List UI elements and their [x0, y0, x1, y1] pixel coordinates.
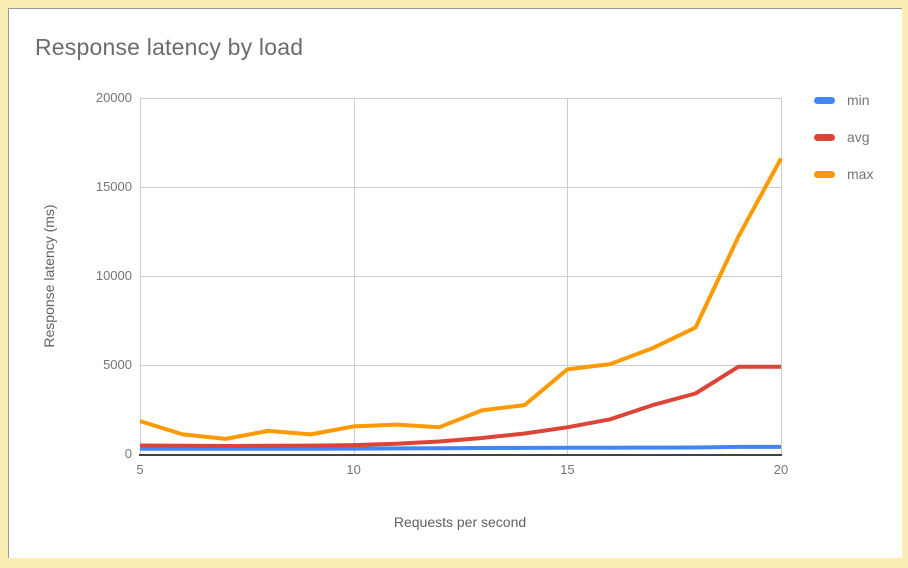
x-tick-label-10: 10 [346, 462, 361, 477]
legend-swatch-min [814, 96, 835, 104]
legend-swatch-avg [814, 133, 835, 141]
legend-item-avg: avg [814, 129, 873, 145]
y-tick-label-5000: 5000 [103, 357, 132, 372]
legend-label-avg: avg [847, 129, 870, 145]
y-tick-label-0: 0 [124, 446, 132, 461]
plot-left-border [140, 98, 141, 454]
legend-swatch-max [814, 170, 835, 178]
legend-item-max: max [814, 166, 873, 182]
x-axis-line [139, 454, 782, 456]
x-tick-label-5: 5 [136, 462, 144, 477]
gridline-v-20 [781, 98, 782, 454]
gridline-h-5000 [140, 365, 782, 366]
x-axis-title: Requests per second [393, 514, 527, 530]
gridline-h-15000 [140, 187, 782, 188]
legend-label-max: max [847, 166, 874, 182]
gridline-h-10000 [140, 276, 782, 277]
legend-item-min: min [814, 92, 873, 108]
legend: min avg max [814, 92, 873, 203]
x-tick-label-20: 20 [773, 462, 789, 477]
y-tick-label-20000: 20000 [95, 90, 132, 105]
gridline-v-15 [567, 98, 569, 454]
y-tick-label-10000: 10000 [95, 268, 132, 283]
y-tick-label-15000: 15000 [95, 179, 132, 194]
gridline-h-20000 [140, 98, 782, 99]
legend-label-min: min [847, 92, 870, 108]
x-tick-label-15: 15 [560, 462, 575, 477]
chart-title: Response latency by load [35, 34, 304, 60]
y-axis-title: Response latency (ms) [41, 204, 57, 348]
gridline-v-10 [353, 98, 355, 454]
